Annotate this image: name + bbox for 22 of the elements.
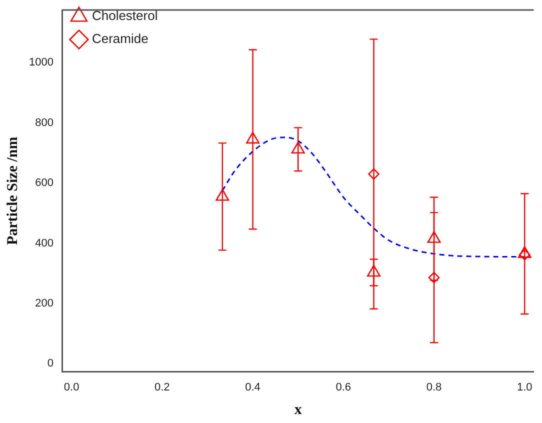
y-tick-label: 1000 <box>28 56 54 69</box>
x-tick-label: 0.4 <box>245 381 260 394</box>
x-tick-label: 0.6 <box>336 381 352 394</box>
x-tick-label: 0.2 <box>154 381 170 394</box>
x-tick-label: 0.0 <box>64 381 80 394</box>
y-tick-label: 800 <box>35 116 54 129</box>
y-tick-label: 200 <box>35 298 54 310</box>
legend-label: Ceramide <box>92 31 148 46</box>
point <box>291 142 305 154</box>
point <box>367 264 380 277</box>
legend-label: Cholesterol <box>92 8 158 24</box>
y-tick-label: 400 <box>35 237 54 250</box>
point <box>518 246 532 258</box>
point <box>246 132 260 144</box>
x-tick-label: 0.8 <box>426 381 442 394</box>
y-axis-title: Particle Size /nm <box>4 136 21 246</box>
point <box>427 231 441 243</box>
x-tick-label: 1.0 <box>516 381 532 394</box>
x-axis-title: x <box>294 402 302 418</box>
y-tick-label: 0 <box>47 358 54 370</box>
point <box>216 188 230 201</box>
y-tick-label: 600 <box>35 177 54 190</box>
